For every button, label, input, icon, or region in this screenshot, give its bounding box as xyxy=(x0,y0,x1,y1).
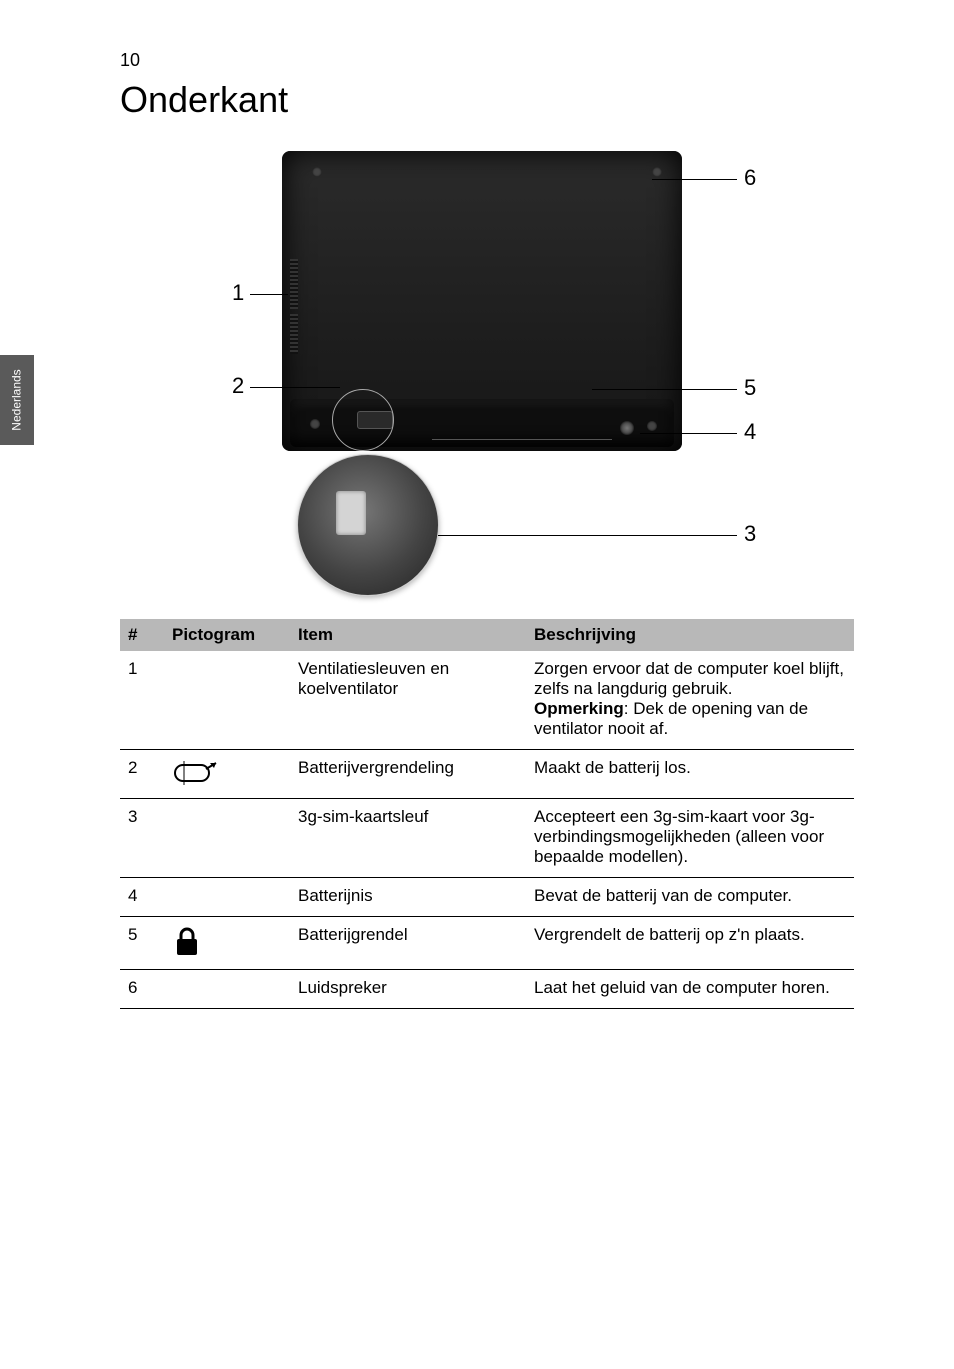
table-row: 2 Batterijvergrendeling Maakt de batteri… xyxy=(120,750,854,799)
page: Nederlands 10 Onderkant 1 2 6 5 4 3 xyxy=(0,0,954,1369)
callout-6: 6 xyxy=(744,167,756,189)
battery-seam xyxy=(432,439,612,440)
col-item: Item xyxy=(290,619,526,651)
screw-icon xyxy=(310,419,320,429)
screw-icon xyxy=(312,167,322,177)
bottom-view-diagram: 1 2 6 5 4 3 xyxy=(142,139,832,599)
cell-item: Batterijvergrendeling xyxy=(290,750,526,799)
lead-line xyxy=(640,433,737,434)
cell-item: Batterijgrendel xyxy=(290,917,526,970)
table-row: 4 Batterijnis Bevat de batterij van de c… xyxy=(120,878,854,917)
language-label: Nederlands xyxy=(10,369,24,430)
cell-desc: Bevat de batterij van de computer. xyxy=(526,878,854,917)
cell-icon xyxy=(164,750,290,799)
cell-item: Batterijnis xyxy=(290,878,526,917)
screw-icon xyxy=(652,167,662,177)
screw-icon xyxy=(647,421,657,431)
cell-desc: Zorgen ervoor dat de computer koel blijf… xyxy=(526,651,854,750)
callout-4: 4 xyxy=(744,421,756,443)
cell-item: Ventilatiesleuven en koelventilator xyxy=(290,651,526,750)
callout-1: 1 xyxy=(232,282,244,304)
page-number: 10 xyxy=(120,50,854,71)
cell-num: 2 xyxy=(120,750,164,799)
vent-slots-icon xyxy=(290,259,298,309)
lock-icon xyxy=(172,925,202,959)
zoom-detail-circle xyxy=(297,454,439,596)
callout-2: 2 xyxy=(232,375,244,397)
cell-desc: Laat het geluid van de computer horen. xyxy=(526,970,854,1009)
cell-item: 3g-sim-kaartsleuf xyxy=(290,799,526,878)
table-row: 1 Ventilatiesleuven en koelventilator Zo… xyxy=(120,651,854,750)
cell-num: 6 xyxy=(120,970,164,1009)
cell-icon xyxy=(164,799,290,878)
table-row: 6 Luidspreker Laat het geluid van de com… xyxy=(120,970,854,1009)
col-desc: Beschrijving xyxy=(526,619,854,651)
desc-note-label: Opmerking xyxy=(534,699,624,718)
col-icon: Pictogram xyxy=(164,619,290,651)
cell-icon xyxy=(164,970,290,1009)
cell-icon xyxy=(164,651,290,750)
lead-line xyxy=(250,387,340,388)
zoom-source-circle xyxy=(332,389,394,451)
callout-3: 3 xyxy=(744,523,756,545)
cell-icon xyxy=(164,917,290,970)
cell-desc: Accepteert een 3g-sim-kaart voor 3g-verb… xyxy=(526,799,854,878)
cell-num: 4 xyxy=(120,878,164,917)
cell-num: 1 xyxy=(120,651,164,750)
lead-line xyxy=(652,179,737,180)
vent-slots-icon xyxy=(290,314,298,354)
table-row: 3 3g-sim-kaartsleuf Accepteert een 3g-si… xyxy=(120,799,854,878)
table-header: # Pictogram Item Beschrijving xyxy=(120,619,854,651)
page-title: Onderkant xyxy=(120,79,854,121)
cell-item: Luidspreker xyxy=(290,970,526,1009)
language-side-tab: Nederlands xyxy=(0,355,34,445)
cell-num: 3 xyxy=(120,799,164,878)
cell-icon xyxy=(164,878,290,917)
cell-num: 5 xyxy=(120,917,164,970)
spec-table: # Pictogram Item Beschrijving 1 Ventilat… xyxy=(120,619,854,1009)
col-num: # xyxy=(120,619,164,651)
cell-desc: Vergrendelt de batterij op z'n plaats. xyxy=(526,917,854,970)
lead-line xyxy=(438,535,737,536)
table-row: 5 Batterijgrendel Vergrendelt de batteri… xyxy=(120,917,854,970)
lead-line xyxy=(250,294,288,295)
battery-release-icon xyxy=(172,758,218,788)
lead-line xyxy=(592,389,737,390)
cell-desc: Maakt de batterij los. xyxy=(526,750,854,799)
camera-dot-icon xyxy=(620,421,634,435)
desc-text: Zorgen ervoor dat de computer koel blijf… xyxy=(534,659,844,698)
callout-5: 5 xyxy=(744,377,756,399)
